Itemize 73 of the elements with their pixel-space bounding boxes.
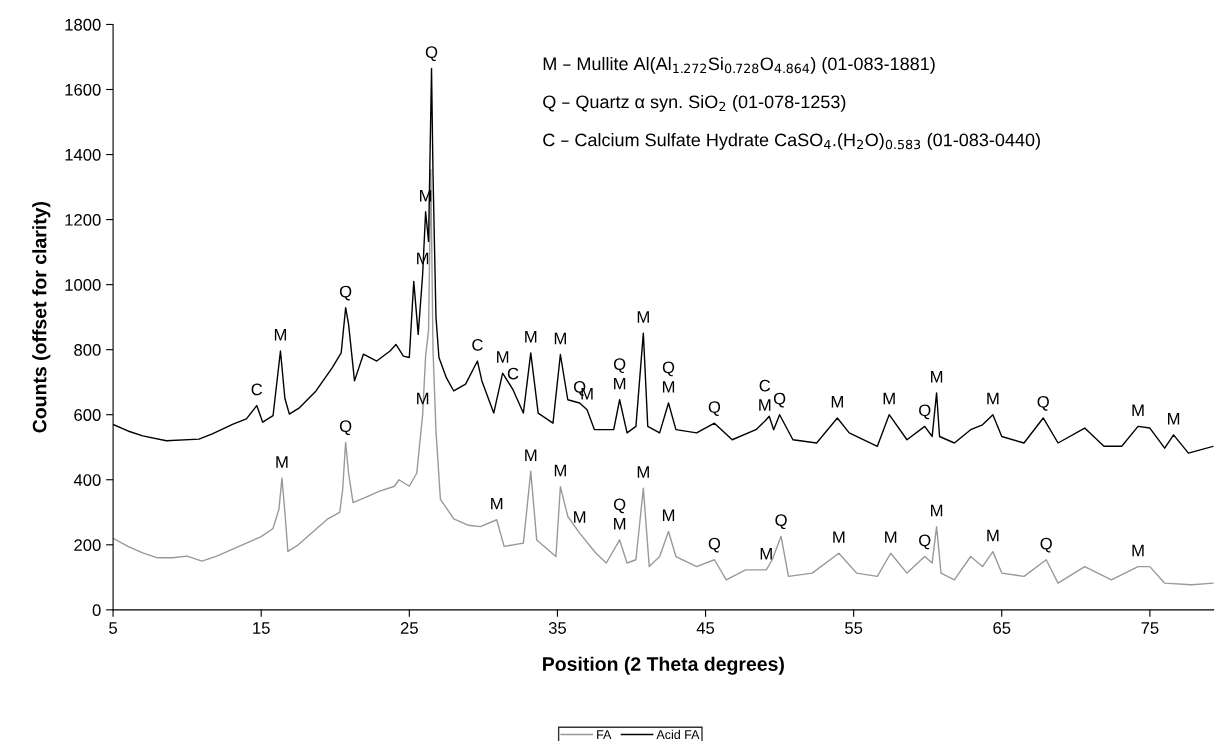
x-tick-label: 25 [400,622,418,634]
annotation: Q [1040,537,1052,553]
annotation: Q [708,537,721,553]
annotation: M [760,547,772,560]
annotation: M [1132,404,1144,417]
annotation: M [637,466,649,478]
x-tick-label: 65 [993,622,1011,634]
y-tick-label: 200 [74,539,101,551]
annotation: M [554,332,566,345]
annotation: M – Mullite Al(Al$_{1.272}$Si$_{0.728}$O$_{4.864}$) (01-083-1881) [543,56,935,74]
annotation: M [554,464,566,477]
annotation: M [637,311,649,323]
annotation: M [931,504,943,517]
annotation: M [662,509,675,522]
annotation: M [614,518,626,530]
annotation: Q [425,46,438,62]
annotation: C [507,367,519,380]
annotation: M [497,351,509,363]
y-axis-title: Counts (offset for clarity) [32,201,51,433]
annotation: Q [613,358,626,374]
annotation: M [833,531,845,543]
line-series [113,168,1214,586]
annotation: C [472,339,483,351]
annotation: M [987,529,999,542]
annotation: Q [339,285,352,301]
annotation: M [883,392,895,405]
annotation: M [574,511,586,523]
annotation: M [276,456,288,468]
y-tick-label: 1400 [65,148,101,161]
annotation: M [662,381,675,393]
annotation: M [931,371,943,383]
annotation: M [417,392,429,405]
annotation: Q [919,404,931,420]
annotation: Q [919,534,931,550]
annotation: Q [662,361,675,377]
x-tick-label: 45 [696,622,715,634]
x-tick-label: 5 [109,622,118,634]
annotation: M [987,392,999,405]
annotation: Q [708,401,721,416]
y-tick-label: 1200 [65,213,101,226]
annotation: M [525,449,537,461]
annotation: Q – Quartz α syn. SiO$_{2}$ (01-078-1253) [543,94,846,112]
annotation: C – Calcium Sulfate Hydrate CaSO$_{4}$.(H$_{2}$O)$_{0.583}$ (01-083-0440) [543,133,1040,150]
y-tick-label: 1800 [65,18,101,31]
annotation: M [274,329,287,341]
x-tick-label: 55 [845,622,863,634]
annotation: C [759,379,771,392]
annotation: Q [775,514,787,530]
x-tick-label: 15 [253,622,270,634]
annotation: Q [613,498,626,514]
legend-label: Acid FA [656,729,700,739]
annotation: C [251,383,263,396]
annotation: M [885,531,897,543]
annotation: M [525,331,537,343]
annotation: M [491,497,503,510]
y-tick-label: 400 [73,474,101,486]
annotation: M [759,399,771,411]
x-axis-title: Position (2 Theta degrees) [543,656,784,675]
annotation: M [1132,544,1144,557]
y-tick-label: 1600 [65,83,101,96]
y-tick-label: 1000 [65,279,101,291]
annotation: M [831,396,843,408]
annotation: Q [773,392,786,408]
legend-label: FA [597,730,612,739]
annotation: Q [339,420,352,436]
annotation: M [1168,413,1180,425]
y-tick-label: 800 [74,344,101,356]
y-tick-label: 0 [92,604,101,617]
x-tick-label: 35 [548,622,566,634]
annotation: M [614,377,626,390]
annotation: Q [1037,395,1049,411]
y-tick-label: 600 [74,409,101,421]
x-tick-label: 75 [1141,622,1159,634]
